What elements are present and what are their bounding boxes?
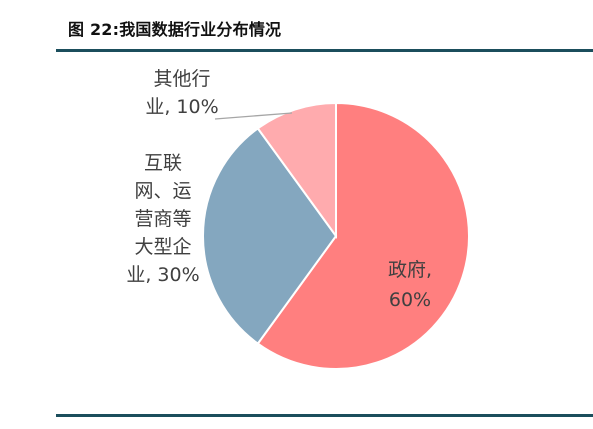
slice-internet-operators <box>202 127 338 345</box>
figure-title: 图 22:我国数据行业分布情况 <box>68 20 282 39</box>
top-rule <box>56 49 593 52</box>
label-government: 政府, 60% <box>388 259 432 311</box>
slice-labels: 政府, 60% 互联网、运营商等大型企业, 30% 其他行业, 10% <box>126 68 432 311</box>
label-internet-operators: 互联网、运营商等大型企业, 30% <box>126 152 199 286</box>
pie-slices <box>202 101 470 370</box>
leader-line-other <box>214 112 293 120</box>
slice-government <box>256 101 470 370</box>
slice-other <box>256 101 337 240</box>
bottom-rule <box>56 414 593 417</box>
label-other: 其他行业, 10% <box>145 68 218 118</box>
